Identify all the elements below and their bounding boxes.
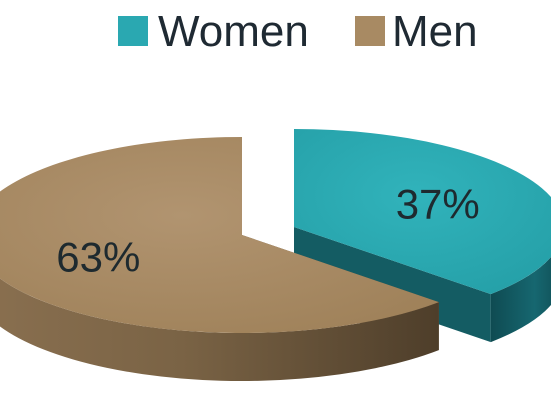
pie-slices <box>0 129 551 381</box>
pie-slice-side-men <box>0 278 439 381</box>
legend: Women Men <box>118 7 478 56</box>
pie-slice-top-women <box>294 129 551 295</box>
pie-slice-women <box>294 129 551 343</box>
pie-slice-wall-women <box>294 227 491 343</box>
data-label-women: 37% <box>396 180 480 227</box>
pie-slice-side-women <box>490 256 551 343</box>
legend-item-women: Women <box>118 7 309 56</box>
pie-slice-top-men <box>0 137 439 333</box>
legend-swatch-women <box>118 16 148 46</box>
legend-item-men: Men <box>355 7 478 56</box>
legend-swatch-men <box>355 16 385 46</box>
pie-slice-men <box>0 137 439 381</box>
data-labels: 37% 63% <box>56 180 480 280</box>
legend-label-women: Women <box>158 7 309 56</box>
data-label-men: 63% <box>56 234 140 281</box>
legend-label-men: Men <box>392 7 478 56</box>
